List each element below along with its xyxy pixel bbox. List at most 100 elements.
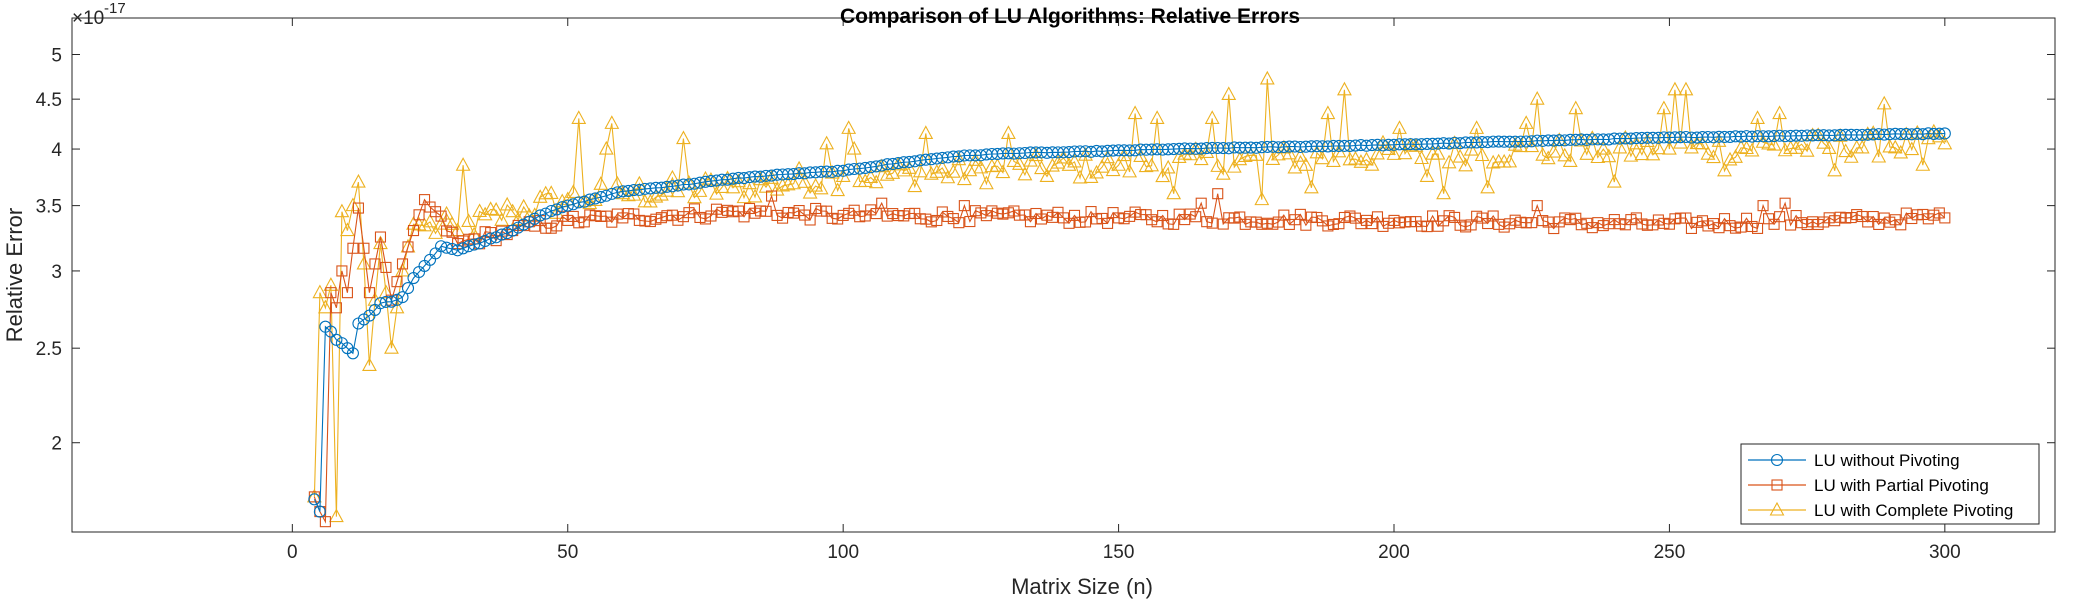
x-tick-label: 200 [1378,542,1410,563]
data-point [1259,70,1275,85]
data-point [760,205,772,217]
data-point [1799,143,1815,157]
data-point [1190,211,1202,223]
data-point [1359,151,1374,166]
data-point [958,200,970,212]
data-point [876,197,888,209]
legend-label: LU without Pivoting [1814,451,1960,470]
legend-entry-partial-pivoting: LU with Partial Pivoting [1748,476,1989,495]
data-point [505,203,521,218]
data-point [1650,140,1666,155]
data-point [1579,146,1595,160]
data-point [819,135,835,150]
data-point [1303,179,1319,194]
data-point [1298,157,1314,171]
data-point [1061,157,1077,171]
y-tick-label: 2 [51,434,62,455]
data-point [1717,162,1732,177]
data-point [324,325,337,338]
data-point [1904,141,1920,156]
data-point [1199,144,1215,158]
data-point [561,199,574,212]
legend-marker-shape [1771,479,1783,491]
data-point [995,164,1011,179]
data-point [1733,139,1749,154]
data-point [545,204,558,218]
data-point [1248,147,1264,161]
data-point [1149,110,1165,124]
data-point [1160,159,1176,174]
data-point [1397,145,1413,160]
data-point [1744,142,1760,157]
data-point [517,218,530,231]
data-point [1854,139,1870,154]
data-point [1017,166,1033,181]
data-point [1226,158,1242,173]
data-point [494,212,510,226]
legend-label: LU with Complete Pivoting [1814,501,2013,520]
data-point [1414,150,1429,165]
data-point [780,176,796,191]
data-point [1843,149,1859,163]
data-point [413,209,425,221]
data-point [1678,81,1694,96]
data-point [567,198,580,211]
data-point [1667,81,1683,96]
data-point [1155,168,1171,183]
series-0 [308,127,1951,518]
data-point [319,516,331,528]
data-point [1270,146,1286,161]
legend-marker [1770,453,1784,467]
data-point [1102,217,1114,229]
x-tick-label: 50 [557,542,578,563]
data-point [1232,151,1248,166]
data-point [1337,81,1352,96]
data-point [1766,136,1782,151]
data-point [589,192,602,205]
series-layer [306,70,1953,528]
data-point [868,174,884,189]
data-point [1915,157,1931,171]
data-point [973,159,989,174]
x-tick-label: 0 [287,542,298,563]
data-point [1039,168,1055,182]
data-point [1485,154,1501,169]
data-point [1452,148,1468,163]
data-point [841,120,857,134]
x-axis-label: Matrix Size (n) [1011,574,1153,599]
data-point [472,203,488,218]
data-point [1502,153,1518,168]
data-point [642,193,658,208]
data-point [764,170,779,184]
data-point [539,207,552,220]
data-point [1752,222,1764,234]
data-point [582,195,598,210]
data-point [753,171,768,186]
data-point [692,183,708,197]
data-point [451,244,464,257]
data-point [1000,125,1016,140]
data-point [1195,197,1207,209]
data-point [879,166,895,181]
data-point [572,196,585,209]
x-tick-label: 150 [1103,542,1135,563]
data-point [964,215,976,228]
data-point [583,193,596,206]
y-tick-label: 3 [51,262,62,283]
data-point [1876,95,1892,110]
data-point [1893,144,1909,159]
data-point [490,231,503,244]
data-point [1937,135,1953,150]
data-point [1750,110,1765,124]
data-point [479,234,492,248]
legend-entry-no-pivoting: LU without Pivoting [1748,451,1960,470]
data-point [1111,157,1127,171]
data-point [1421,221,1433,233]
data-point [1381,141,1396,156]
data-point [604,115,620,129]
series-1 [308,188,1951,528]
data-point [1700,145,1716,160]
data-point [1342,151,1358,166]
data-point [1436,185,1451,200]
data-point [1816,135,1832,149]
